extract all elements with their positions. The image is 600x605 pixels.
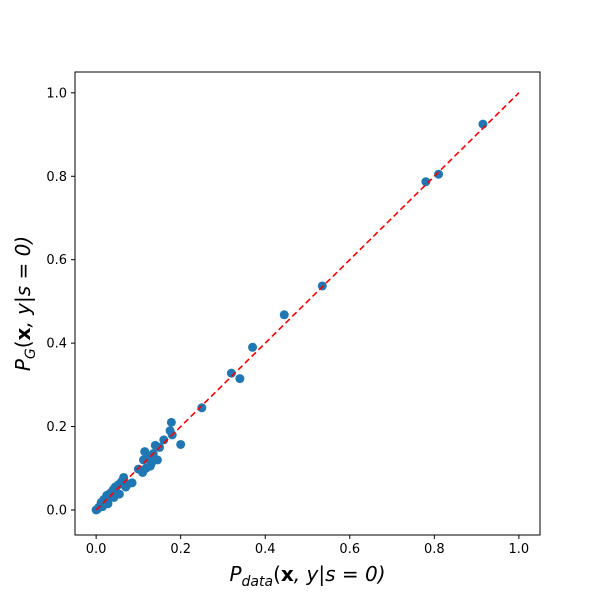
scatter-point: [434, 169, 444, 179]
scatter-point: [226, 368, 236, 378]
x-tick-label: 1.0: [509, 542, 530, 557]
y-tick-label: 0.8: [46, 170, 67, 185]
axes-frame: [74, 71, 541, 536]
scatter-point: [421, 177, 431, 187]
y-tick-label: 1.0: [46, 86, 67, 101]
x-tick-label: 0.4: [255, 542, 276, 557]
scatter-point: [127, 478, 137, 488]
x-tick-label: 0.6: [339, 542, 360, 557]
y-tick-label: 0.4: [46, 337, 67, 352]
scatter-point: [146, 459, 156, 469]
scatter-point: [197, 403, 207, 413]
scatter-point: [176, 439, 186, 449]
scatter-point: [279, 310, 289, 320]
scatter-point: [114, 489, 124, 499]
y-tick-label: 0.2: [46, 420, 67, 435]
scatter-point: [248, 342, 258, 352]
plot-inner: [91, 92, 520, 515]
y-tick-label: 0.0: [46, 503, 67, 518]
x-tick-label: 0.0: [86, 542, 107, 557]
x-tick-label: 0.2: [170, 542, 191, 557]
x-axis-label: Pdata(x, y|s = 0): [229, 562, 385, 590]
plot-area: [91, 92, 520, 515]
axes: 0.0 0.2 0.4 0.6 0.8 1.0 0.0 0.2 0.4 0.6 0.8 1.0 Pdat…: [11, 71, 541, 590]
x-tick-label: 0.8: [424, 542, 445, 557]
scatter-point: [152, 455, 162, 465]
y-tick-label: 0.6: [46, 253, 67, 268]
y-axis-label: PG(x, y|s = 0): [11, 236, 39, 371]
scatter-point: [166, 417, 176, 427]
reference-line-diagonal: [95, 92, 520, 511]
scatter-point: [235, 374, 245, 384]
scatter-point: [159, 435, 169, 445]
